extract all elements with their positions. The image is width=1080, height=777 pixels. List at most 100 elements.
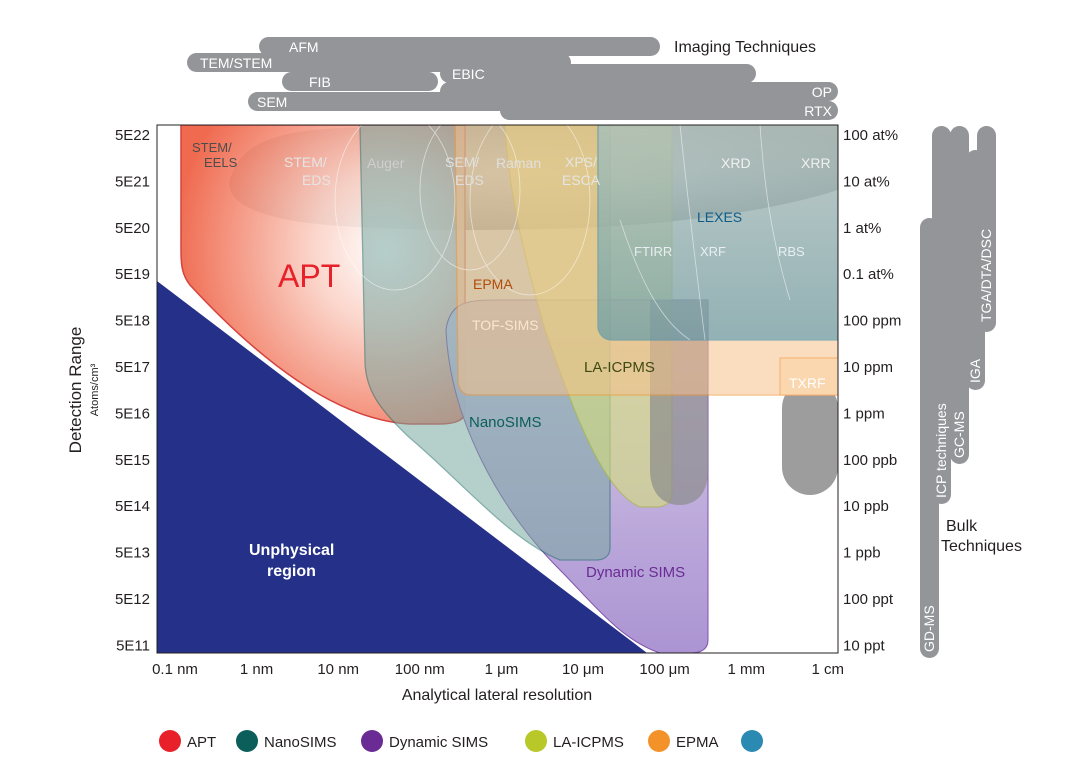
- x-tick-100-m: 100 μm: [639, 661, 689, 678]
- region-txrf: [779, 357, 838, 396]
- x-tick-1-nm: 1 nm: [240, 661, 273, 678]
- legend-swatch-item-6: [741, 730, 763, 752]
- bulk-label-iga: IGA: [967, 358, 983, 383]
- bulk-bar-gdms: [920, 218, 939, 658]
- label-lexes: LEXES: [697, 209, 742, 225]
- bulk-label-icp: ICP techniques: [933, 403, 949, 498]
- legend-swatch-dynamic-sims: [361, 730, 383, 752]
- region-txrf-lobe: [782, 380, 838, 495]
- legend-swatch-la-icpms: [525, 730, 547, 752]
- y-tick-right-100-ppm: 100 ppm: [843, 313, 901, 330]
- y-tick-right-10-ppm: 10 ppm: [843, 359, 893, 376]
- y-tick-right-100-ppt: 100 ppt: [843, 591, 894, 608]
- imaging-label-tem-stem: TEM/STEM: [200, 55, 272, 71]
- imaging-bar-ebic: [440, 64, 756, 83]
- x-tick-labels: 0.1 nm 1 nm 10 nm 100 nm 1 μm 10 μm 100 μm 1 mm…: [152, 661, 844, 678]
- bulk-bar-iga: [966, 150, 985, 390]
- bulk-label-gcms: GC-MS: [951, 411, 967, 458]
- legend-label-apt: APT: [187, 734, 216, 751]
- label-tof-sims: TOF-SIMS: [472, 317, 539, 333]
- y-tick-left-5e16: 5E16: [115, 405, 150, 422]
- region-lexes: [597, 125, 838, 341]
- y-tick-right-1-ppb: 1 ppb: [843, 545, 881, 562]
- bulk-title: Bulk Techniques: [941, 518, 1022, 555]
- region-labels: APT NanoSIMS Dynamic SIMS LA-ICPMS EPMA …: [192, 140, 831, 581]
- label-xrr: XRR: [801, 155, 831, 171]
- label-unphysical: Unphysical region: [249, 542, 339, 580]
- x-tick-1-cm: 1 cm: [812, 661, 845, 678]
- legend-label-dynamic-sims: Dynamic SIMS: [389, 734, 488, 751]
- y-tick-right-1-ppm: 1 ppm: [843, 405, 885, 422]
- label-nanosims: NanoSIMS: [469, 414, 542, 431]
- x-tick-10-nm: 10 nm: [317, 661, 359, 678]
- x-tick-10-m: 10 μm: [562, 661, 604, 678]
- imaging-bar-afm: [259, 37, 660, 56]
- y-tick-left-5e17: 5E17: [115, 359, 150, 376]
- bulk-bar-gcms: [950, 126, 969, 464]
- imaging-bar-rtx: [500, 101, 838, 120]
- x-tick-0-1-nm: 0.1 nm: [152, 661, 198, 678]
- x-tick-1-mm: 1 mm: [727, 661, 765, 678]
- bulk-bars: TGA/DTA/DSC IGA GC-MS ICP techniques GD-…: [920, 126, 1022, 658]
- legend-label-la-icpms: LA-ICPMS: [553, 734, 624, 751]
- legend-swatch-nanosims: [236, 730, 258, 752]
- label-stem-eds: STEM/EDS: [284, 154, 331, 188]
- x-axis-title: Analytical lateral resolution: [402, 687, 592, 704]
- label-xps-esca: XPS/ESCA: [562, 154, 601, 188]
- label-raman: Raman: [496, 155, 541, 171]
- bulk-label-gdms: GD-MS: [921, 605, 937, 652]
- imaging-bars: AFM TEM/STEM FIB EBIC SEM OP RTX Imaging…: [187, 37, 838, 120]
- imaging-label-ebic: EBIC: [452, 66, 485, 82]
- y-tick-left-5e21: 5E21: [115, 173, 150, 190]
- imaging-label-fib: FIB: [309, 74, 331, 90]
- imaging-bar-fib: [282, 72, 438, 91]
- y-tick-labels-right: 100 at% 10 at% 1 at% 0.1 at% 100 ppm 10 ppm 1 …: [843, 127, 901, 654]
- plot-frame: [156, 124, 839, 654]
- label-stem-eels: STEM/EELS: [192, 140, 238, 170]
- label-txrf: TXRF: [789, 375, 826, 391]
- y-axis-title: Detection Range: [66, 327, 85, 454]
- label-ftirr: FTIRR: [634, 244, 672, 259]
- y-tick-right-10-ppb: 10 ppb: [843, 498, 889, 515]
- plot-area: [156, 124, 839, 654]
- y-tick-right-10-at: 10 at%: [843, 173, 890, 190]
- y-tick-left-5e11: 5E11: [116, 637, 150, 654]
- imaging-title: Imaging Techniques: [674, 39, 816, 56]
- y-tick-right-1-at: 1 at%: [843, 220, 881, 237]
- y-tick-left-5e12: 5E12: [115, 591, 150, 608]
- label-dynamic-sims: Dynamic SIMS: [586, 564, 685, 581]
- y-tick-left-5e13: 5E13: [115, 545, 150, 562]
- bulk-label-tga: TGA/DTA/DSC: [978, 229, 994, 322]
- unphysical-region: [157, 281, 647, 653]
- label-auger: Auger: [367, 155, 405, 171]
- y-tick-left-5e20: 5E20: [115, 220, 150, 237]
- y-tick-left-5e18: 5E18: [115, 313, 150, 330]
- technique-outlines: [334, 125, 791, 341]
- y-axis-units: Atoms/cm³: [89, 363, 101, 416]
- label-xrd: XRD: [721, 155, 751, 171]
- imaging-label-op: OP: [812, 84, 832, 100]
- y-tick-left-5e15: 5E15: [115, 452, 150, 469]
- y-tick-left-5e19: 5E19: [115, 266, 150, 283]
- label-rbs: RBS: [778, 244, 805, 259]
- y-tick-labels-left: 5E22 5E21 5E20 5E19 5E18 5E17 5E16 5E15 5E14 5E13…: [115, 127, 150, 654]
- imaging-label-rtx: RTX: [804, 103, 832, 119]
- legend-swatch-apt: [159, 730, 181, 752]
- legend-swatch-epma: [648, 730, 670, 752]
- x-tick-1-m: 1 μm: [485, 661, 519, 678]
- y-tick-right-0-1-at: 0.1 at%: [843, 266, 894, 283]
- y-tick-right-100-at: 100 at%: [843, 127, 898, 144]
- label-sem-eds: SEM/EDS: [445, 154, 484, 188]
- label-epma: EPMA: [473, 276, 513, 292]
- legend-label-nanosims: NanoSIMS: [264, 734, 337, 751]
- imaging-label-afm: AFM: [289, 39, 319, 55]
- y-tick-left-5e22: 5E22: [115, 127, 150, 144]
- y-tick-right-100-ppb: 100 ppb: [843, 452, 897, 469]
- y-tick-right-10-ppt: 10 ppt: [843, 637, 886, 654]
- label-la-icpms: LA-ICPMS: [584, 359, 655, 376]
- imaging-label-sem: SEM: [257, 94, 287, 110]
- y-tick-left-5e14: 5E14: [115, 498, 150, 515]
- legend: APT NanoSIMS Dynamic SIMS LA-ICPMS EPMA: [159, 730, 763, 752]
- label-xrf: XRF: [700, 244, 726, 259]
